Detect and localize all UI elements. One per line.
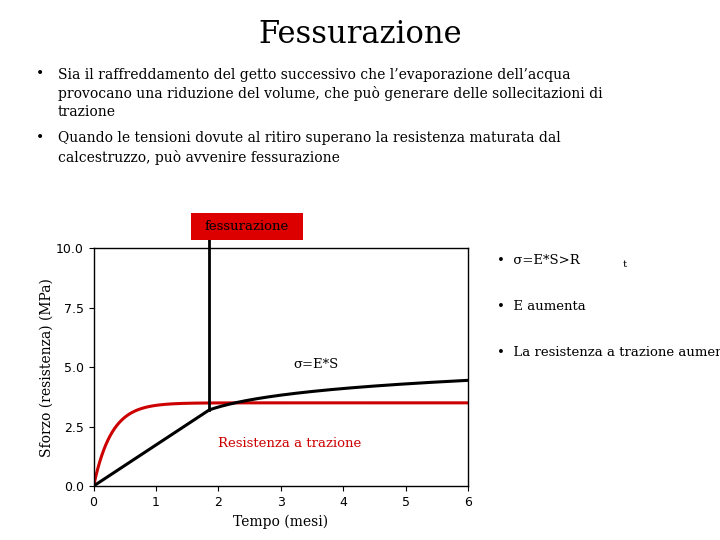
Text: calcestruzzo, può avvenire fessurazione: calcestruzzo, può avvenire fessurazione — [58, 150, 339, 165]
Text: •  La resistenza a trazione aumenta: • La resistenza a trazione aumenta — [497, 346, 720, 359]
Text: Sia il raffreddamento del getto successivo che l’evaporazione dell’acqua: Sia il raffreddamento del getto successi… — [58, 68, 570, 82]
Y-axis label: Sforzo (resistenza) (MPa): Sforzo (resistenza) (MPa) — [39, 278, 53, 457]
Text: provocano una riduzione del volume, che può generare delle sollecitazioni di: provocano una riduzione del volume, che … — [58, 86, 602, 102]
Text: •  E aumenta: • E aumenta — [497, 300, 585, 313]
Text: fessurazione: fessurazione — [204, 220, 289, 233]
Text: t: t — [623, 260, 627, 269]
Text: σ=E*S: σ=E*S — [293, 358, 338, 371]
Text: •  σ=E*S>R: • σ=E*S>R — [497, 254, 580, 267]
Text: trazione: trazione — [58, 105, 116, 119]
Text: •: • — [36, 68, 44, 82]
Text: Quando le tensioni dovute al ritiro superano la resistenza maturata dal: Quando le tensioni dovute al ritiro supe… — [58, 131, 560, 145]
Text: Resistenza a trazione: Resistenza a trazione — [218, 437, 361, 450]
Text: Fessurazione: Fessurazione — [258, 19, 462, 50]
Text: •: • — [36, 131, 44, 145]
X-axis label: Tempo (mesi): Tempo (mesi) — [233, 514, 328, 529]
